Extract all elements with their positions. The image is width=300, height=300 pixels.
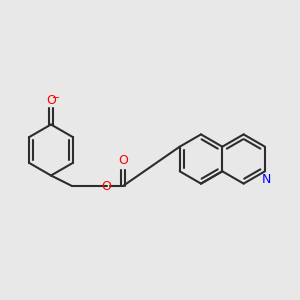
Text: O: O <box>118 154 128 167</box>
Text: O: O <box>102 179 111 193</box>
Text: −: − <box>52 93 61 103</box>
Text: O: O <box>46 94 56 106</box>
Text: N: N <box>262 173 271 186</box>
